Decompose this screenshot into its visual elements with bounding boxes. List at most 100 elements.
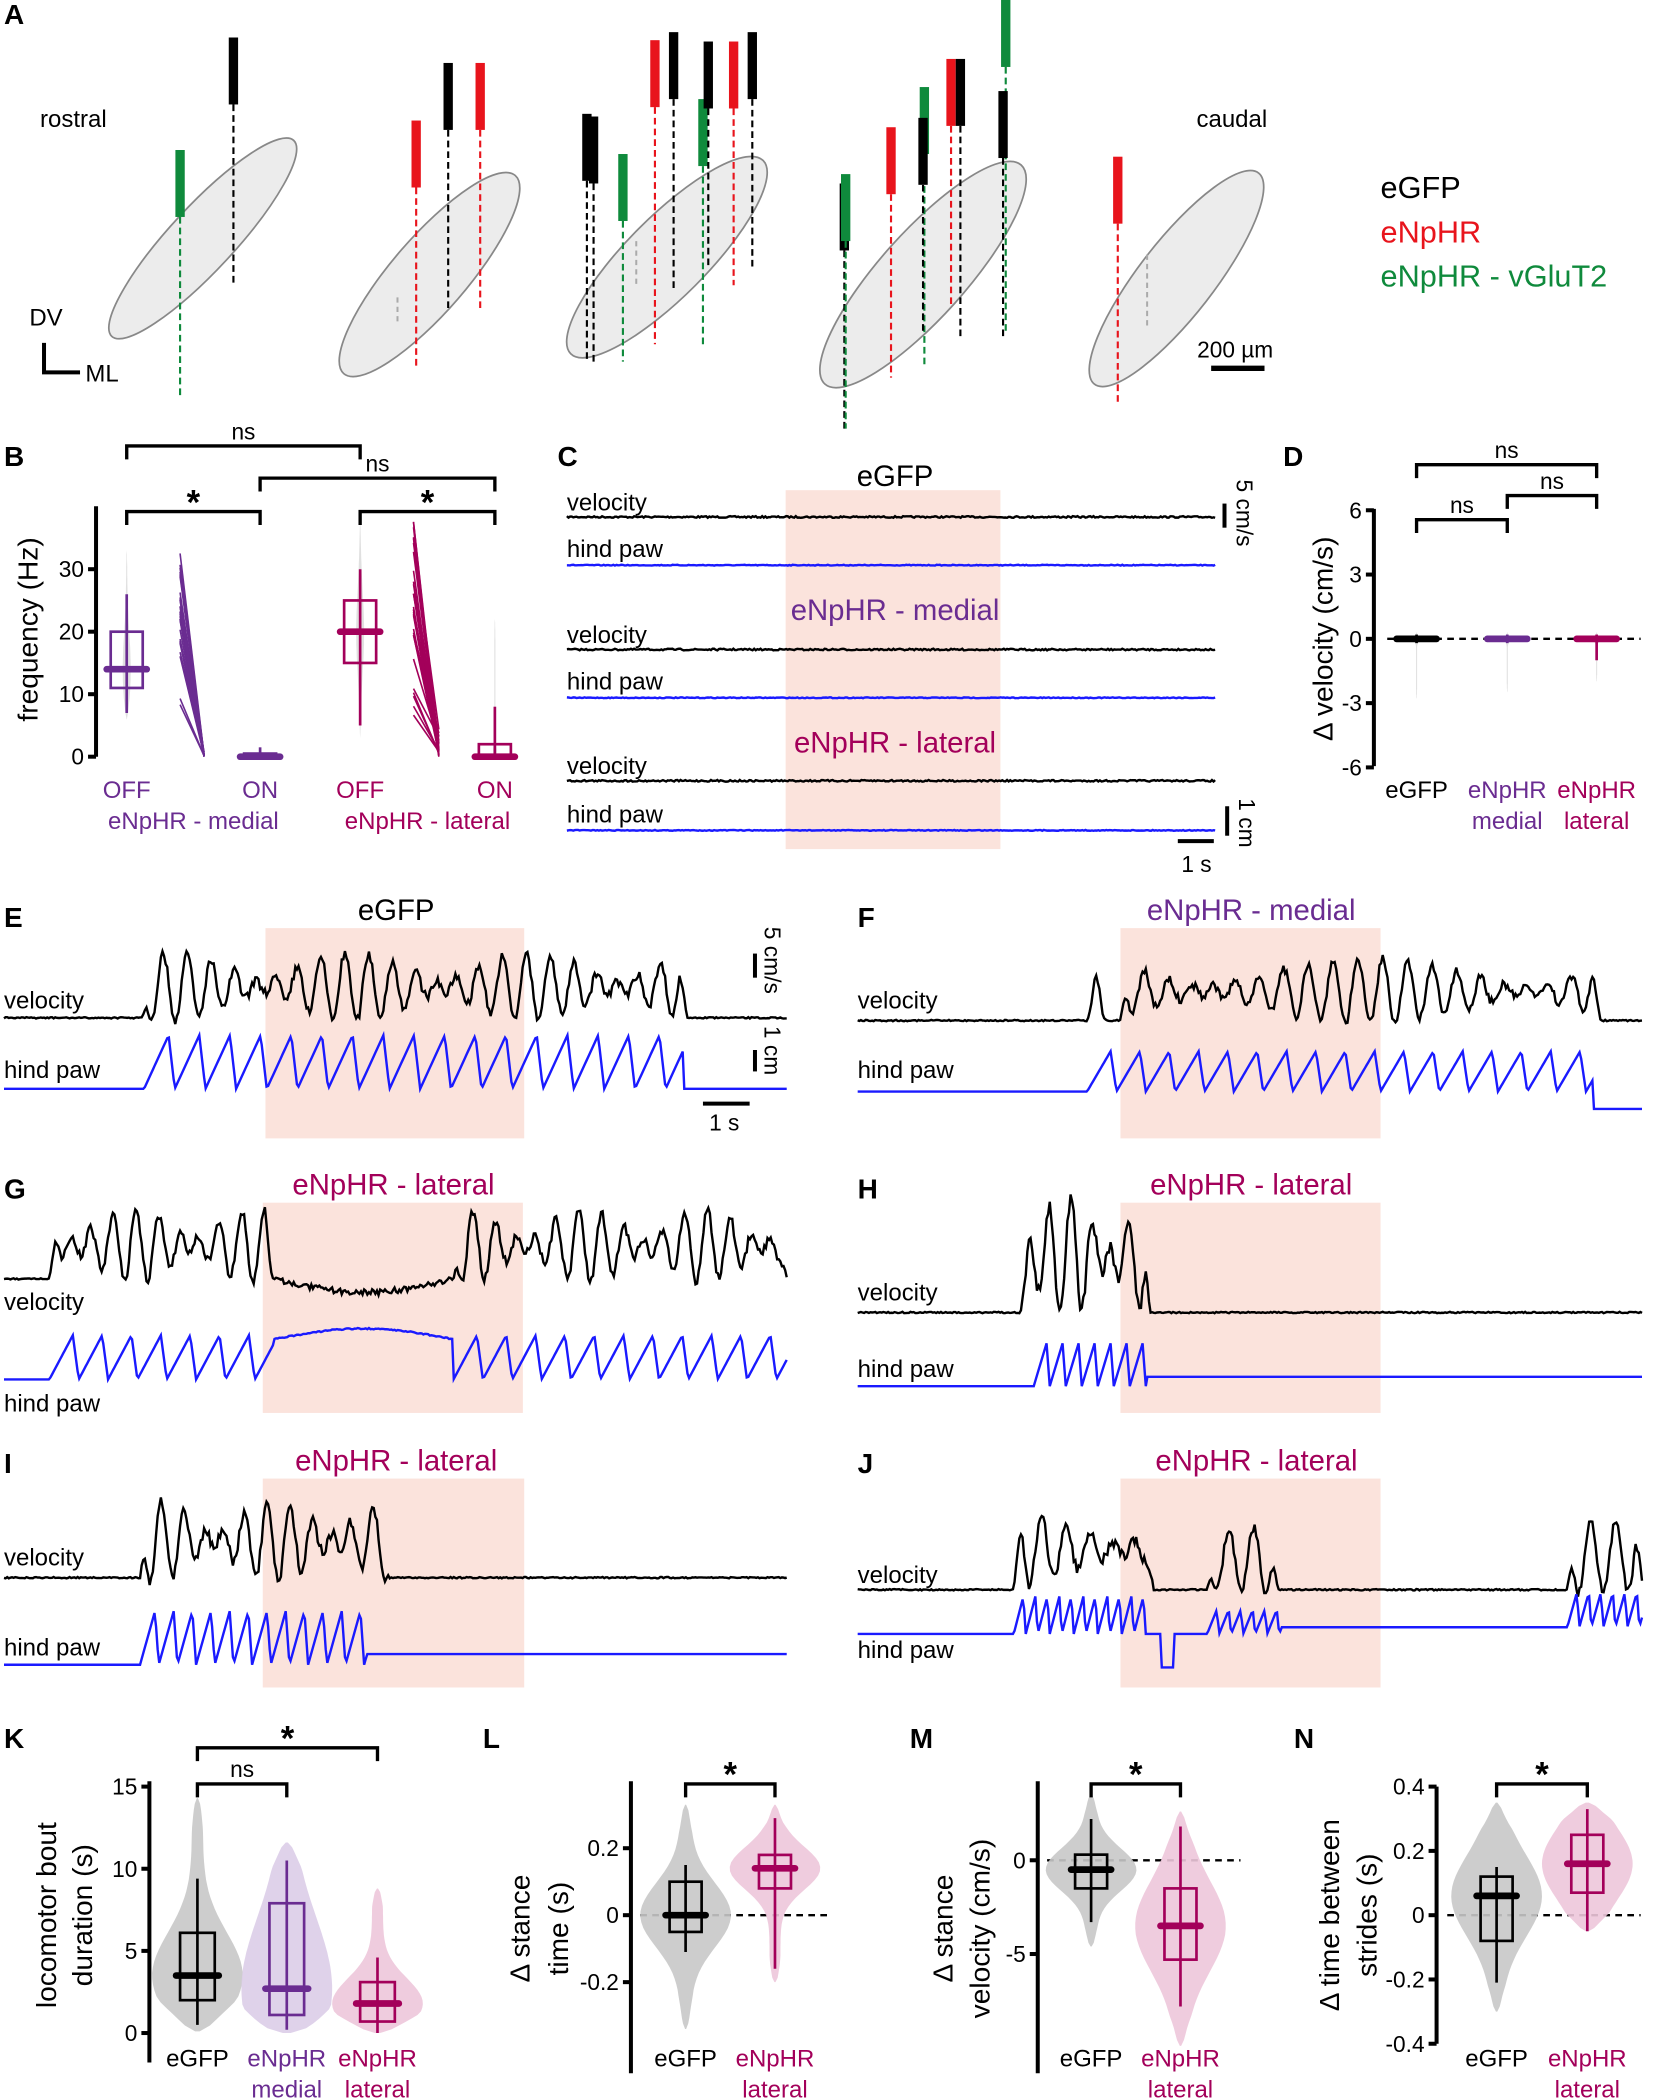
category-label: eNpHR (247, 2045, 326, 2072)
hind-paw-trace (4, 1610, 787, 1666)
violin (1503, 632, 1511, 693)
y-tick-label: -3 (1342, 690, 1362, 716)
y-tick-label: 0 (71, 744, 84, 770)
locomotion-traces (3, 947, 1644, 1669)
light-on-region (1120, 1478, 1381, 1688)
y-tick-label: -5 (1006, 1941, 1026, 1967)
velocity-trace (566, 647, 1216, 652)
significance-label: ns (1450, 492, 1474, 518)
hind-paw-label: hind paw (4, 1634, 101, 1661)
significance-label: * (281, 1720, 295, 1758)
rostral-label: rostral (40, 106, 107, 133)
light-on-region (262, 1202, 523, 1413)
panel-label-l: L (483, 1723, 500, 1754)
chart-panel-b: 0 10 20 30 frequency (Hz) OFF ON OFF ON eNpHR - m… (12, 418, 519, 835)
y-tick-label: 0 (1013, 1847, 1026, 1873)
y-axis-label: locomotor bout (31, 1822, 62, 2008)
title: eNpHR - lateral (292, 1169, 494, 1202)
category-label: eGFP (166, 2045, 229, 2072)
category-label: eGFP (654, 2045, 717, 2072)
paw-scale-label: 1 cm (1234, 798, 1260, 847)
title: eGFP (358, 894, 435, 927)
velocity-label: velocity (4, 1545, 84, 1572)
significance-bracket (358, 509, 497, 525)
light-on-region (785, 490, 1001, 850)
legend-enphr: eNpHR (1381, 214, 1482, 249)
violin (492, 619, 497, 757)
y-axis-label: Δ stance (505, 1875, 536, 1983)
optic-fiber-enphr (886, 127, 896, 195)
panel-label-k: K (4, 1723, 24, 1754)
optic-fiber-egfp (588, 116, 599, 184)
light-on-region (1120, 1202, 1381, 1413)
significance-bracket (195, 1746, 380, 1762)
y-tick-label: -0.2 (1385, 1966, 1424, 1992)
scale-bar-label: 200 µm (1197, 337, 1273, 363)
hind-paw-label: hind paw (567, 669, 664, 696)
significance-label: * (187, 484, 201, 522)
significance-label: * (1129, 1757, 1143, 1795)
hind-paw-trace (4, 1326, 788, 1384)
y-axis-label: Δ velocity (cm/s) (1308, 537, 1339, 742)
optic-fiber-vglut2 (175, 150, 185, 217)
title: eNpHR - lateral (295, 1444, 497, 1477)
y-tick-label: 0 (1349, 626, 1362, 652)
y-tick-label: 20 (59, 619, 84, 645)
velocity-trace (3, 947, 787, 1025)
y-tick-label: -6 (1342, 754, 1362, 780)
significance-bracket (125, 509, 262, 525)
ml-label: ML (85, 361, 118, 388)
y-axis-label: Δ stance (927, 1875, 958, 1983)
y-tick-label: 15 (112, 1774, 137, 1800)
optic-fiber-vglut2 (1001, 0, 1011, 67)
panel-label-a: A (4, 0, 24, 30)
category-label: eNpHR (1468, 777, 1547, 804)
optic-fiber-vglut2 (698, 99, 708, 167)
light-on-region (265, 928, 525, 1139)
brain-slice (338, 171, 521, 378)
significance-label: ns (231, 418, 255, 444)
velocity-trace (3, 1497, 788, 1586)
optic-fiber-vglut2 (841, 174, 851, 242)
title-egfp: eGFP (857, 460, 934, 493)
y-tick-label: 0 (606, 1902, 619, 1928)
category-sublabel: lateral (345, 2076, 410, 2100)
hind-paw-trace (4, 1030, 787, 1094)
hind-paw-label: hind paw (858, 1356, 955, 1383)
optic-fiber-egfp (582, 113, 592, 181)
category-label: eGFP (1060, 2045, 1123, 2072)
y-axis-label: time (s) (543, 1882, 574, 1976)
optic-fiber-enphr (728, 41, 739, 109)
panel-j: eNpHR - lateral velocity hind paw (858, 1444, 1381, 1688)
optic-fiber-enphr (946, 58, 956, 126)
category-label: eNpHR (1557, 777, 1636, 804)
panel-label-j: J (858, 1448, 874, 1479)
panel-g: eNpHR - lateral velocity hind paw (4, 1169, 523, 1418)
chart-panel-n: 0.4 0.2 0 -0.2 -0.4 Δ time between strides (s)… (1314, 1757, 1641, 2100)
panel-label-h: H (858, 1174, 878, 1205)
title: eNpHR - lateral (1155, 1444, 1357, 1477)
hind-paw-trace (857, 1047, 1642, 1111)
significance-bracket (683, 1782, 777, 1798)
hind-paw-label: hind paw (858, 1637, 955, 1664)
category-sublabel: medial (251, 2076, 322, 2100)
category-sublabel: lateral (1564, 808, 1629, 835)
y-tick-label: 6 (1349, 497, 1362, 523)
velocity-label: velocity (858, 1562, 938, 1589)
velocity-label: velocity (567, 489, 647, 516)
significance-bracket (258, 476, 497, 492)
y-tick-label: 0.4 (1393, 1774, 1425, 1800)
optic-fiber-egfp (668, 32, 679, 100)
panel-label-m: M (910, 1723, 933, 1754)
title: eNpHR - medial (1147, 894, 1356, 927)
dv-label: DV (29, 304, 62, 331)
orientation-axes (42, 342, 81, 375)
optic-fiber-vglut2 (618, 154, 628, 221)
optic-fiber-egfp (747, 32, 757, 100)
category-sublabel: medial (1472, 808, 1543, 835)
category-sublabel: lateral (1555, 2076, 1620, 2100)
brain-slice (107, 137, 298, 340)
optic-fiber-egfp (703, 41, 713, 109)
panel-a: rostral caudal DV ML 200 µm eGFP eNpHR e… (29, 0, 1607, 429)
brain-slices (107, 137, 1265, 389)
